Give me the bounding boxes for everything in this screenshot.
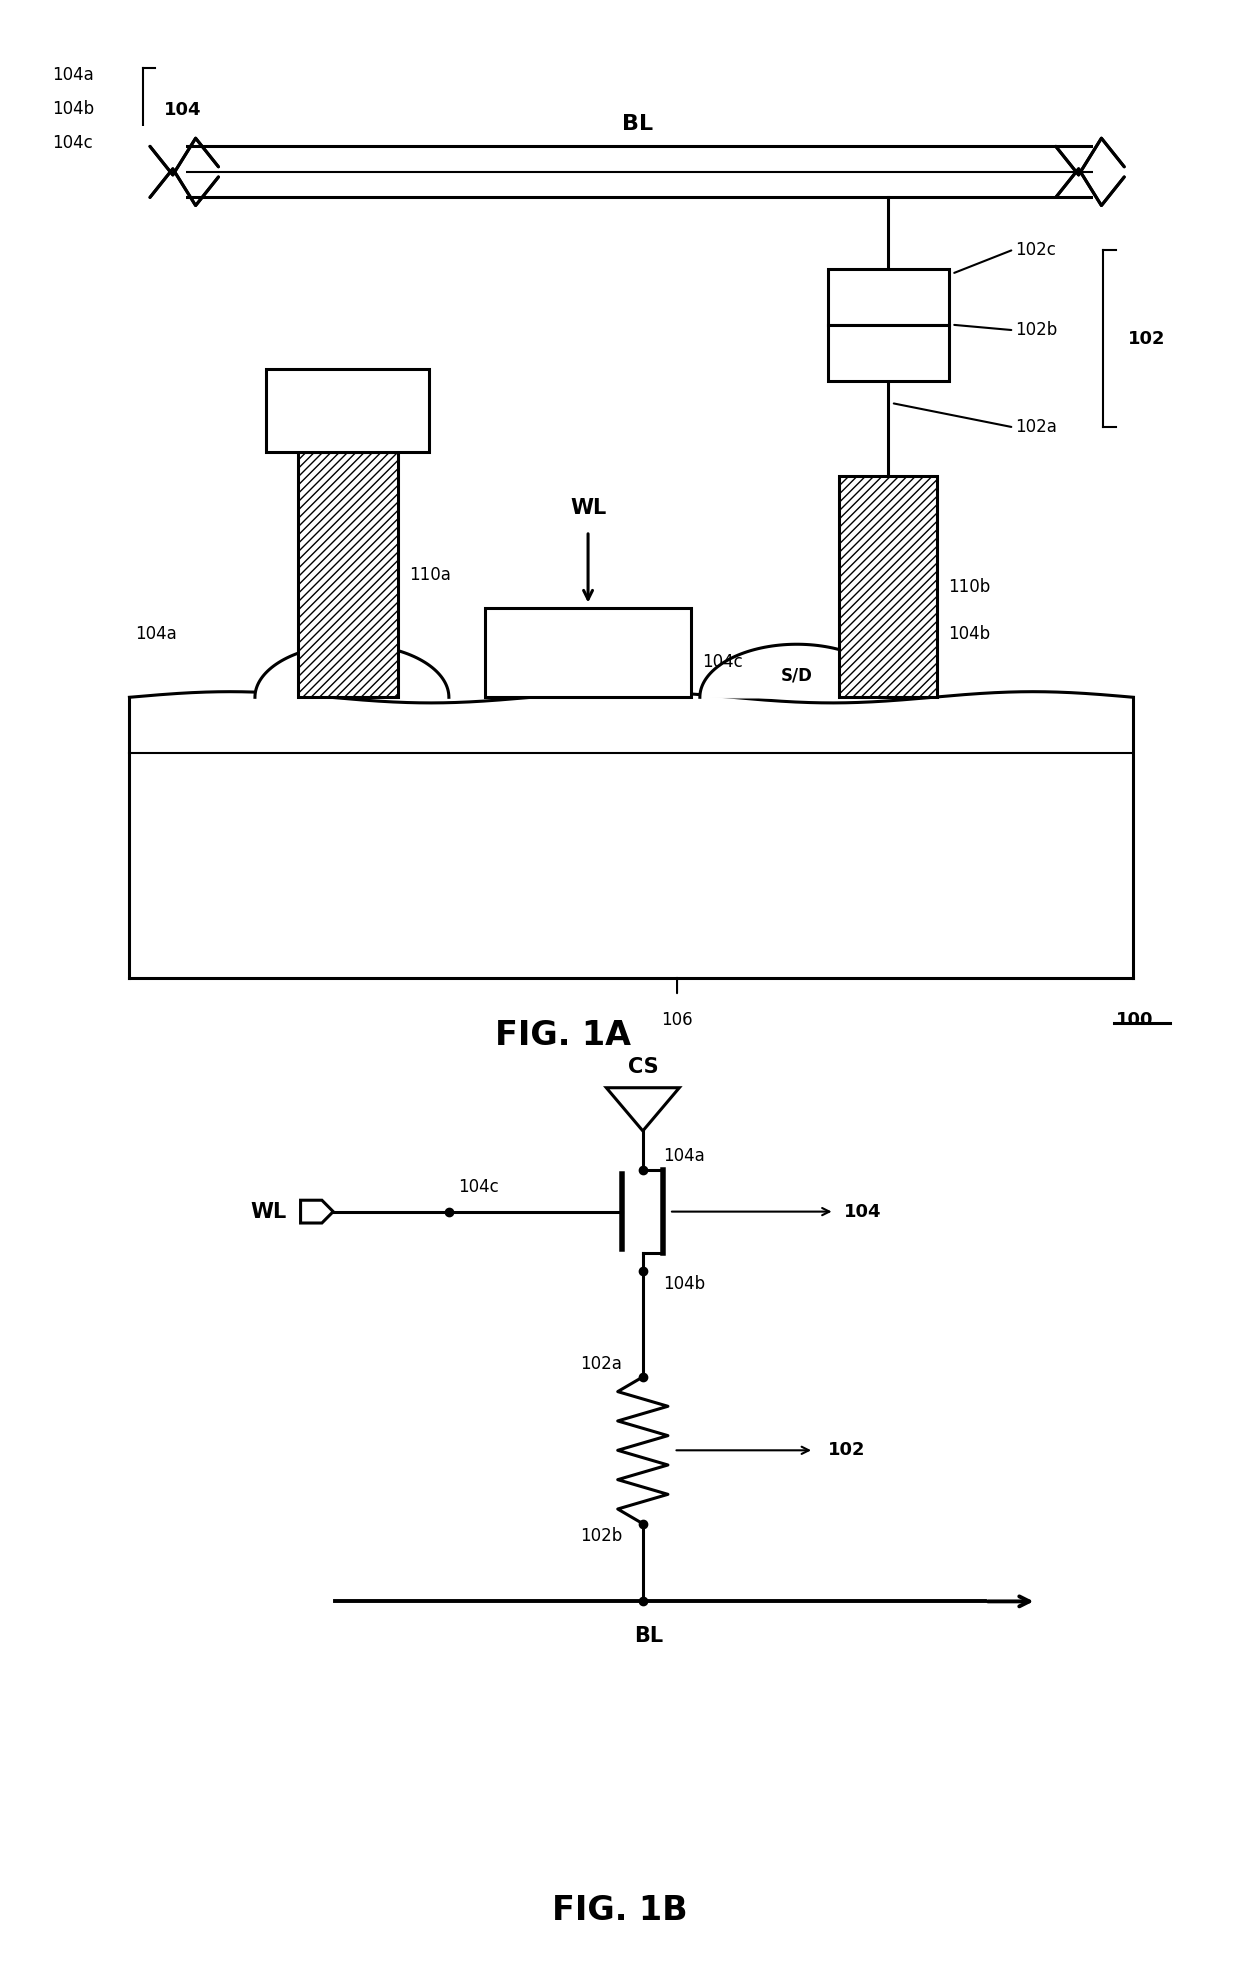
Bar bbox=[839, 477, 937, 697]
Text: 102: 102 bbox=[827, 1442, 866, 1460]
Bar bbox=[827, 269, 949, 326]
Bar bbox=[1094, 126, 1156, 218]
Text: 104c: 104c bbox=[702, 653, 743, 671]
Text: WL: WL bbox=[250, 1201, 286, 1222]
Text: 104a: 104a bbox=[52, 67, 94, 84]
Text: 110b: 110b bbox=[949, 577, 991, 596]
Bar bbox=[485, 608, 691, 697]
Text: FIG. 1A: FIG. 1A bbox=[495, 1020, 631, 1052]
Text: 104b: 104b bbox=[663, 1275, 706, 1293]
Text: 102b: 102b bbox=[580, 1526, 622, 1546]
Text: 102b: 102b bbox=[1014, 322, 1056, 339]
Bar bbox=[299, 453, 398, 697]
Bar bbox=[175, 147, 1099, 198]
Text: WL: WL bbox=[570, 498, 606, 518]
Text: G: G bbox=[579, 640, 596, 661]
Text: 104a: 104a bbox=[663, 1148, 706, 1165]
Text: 104: 104 bbox=[164, 100, 201, 118]
Bar bbox=[124, 126, 186, 218]
Text: BL: BL bbox=[634, 1626, 663, 1646]
Text: 102: 102 bbox=[1127, 330, 1166, 347]
Bar bbox=[267, 369, 429, 453]
Text: 104b: 104b bbox=[52, 100, 94, 118]
Text: 104b: 104b bbox=[949, 626, 991, 644]
Polygon shape bbox=[300, 1201, 334, 1222]
Text: CS: CS bbox=[332, 400, 363, 420]
Text: S/D: S/D bbox=[336, 665, 368, 685]
Polygon shape bbox=[606, 1087, 680, 1130]
Bar bbox=[839, 477, 937, 697]
Text: 106: 106 bbox=[661, 1010, 693, 1028]
Text: FIG. 1B: FIG. 1B bbox=[552, 1893, 688, 1927]
Text: 104c: 104c bbox=[52, 133, 93, 153]
Text: BL: BL bbox=[621, 114, 652, 133]
Text: 102a: 102a bbox=[580, 1356, 622, 1373]
Bar bbox=[299, 453, 398, 697]
Bar bbox=[827, 326, 949, 381]
Text: 100: 100 bbox=[1116, 1010, 1153, 1028]
Text: 102a: 102a bbox=[1014, 418, 1056, 436]
Text: S/D: S/D bbox=[781, 665, 812, 685]
Text: 104: 104 bbox=[843, 1203, 882, 1220]
Text: 102c: 102c bbox=[1014, 241, 1055, 259]
Text: 104c: 104c bbox=[458, 1177, 498, 1197]
Text: 104a: 104a bbox=[135, 626, 177, 644]
Text: 110a: 110a bbox=[409, 565, 451, 585]
Text: CS: CS bbox=[627, 1058, 658, 1077]
